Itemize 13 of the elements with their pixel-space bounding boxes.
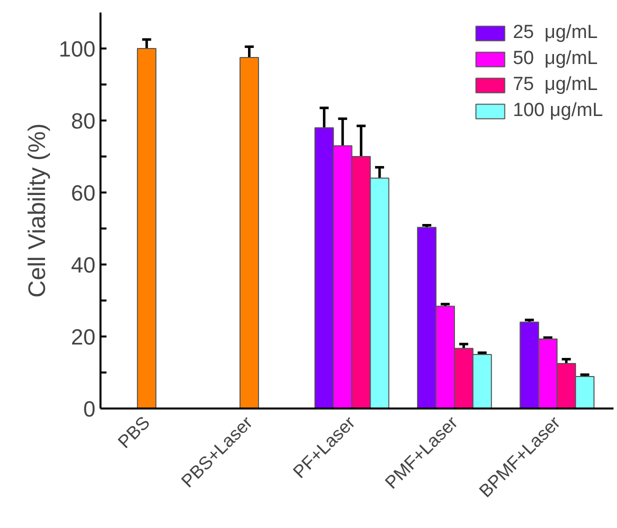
y-tick-label: 20 <box>71 324 96 350</box>
legend-label: 100 μg/mL <box>512 100 603 122</box>
y-tick-label: 40 <box>71 252 96 278</box>
legend-label: 50 μg/mL <box>512 48 598 70</box>
y-axis-title: Cell Viability (%) <box>24 123 51 298</box>
y-tick-label: 0 <box>83 396 96 422</box>
legend-label: 25 μg/mL <box>512 22 598 44</box>
y-tick-label: 100 <box>58 36 96 62</box>
legend-label: 75 μg/mL <box>512 74 598 96</box>
bar <box>240 57 260 408</box>
y-tick-label: 80 <box>71 108 96 134</box>
bar <box>136 48 156 408</box>
y-tick-label: 60 <box>71 180 96 206</box>
